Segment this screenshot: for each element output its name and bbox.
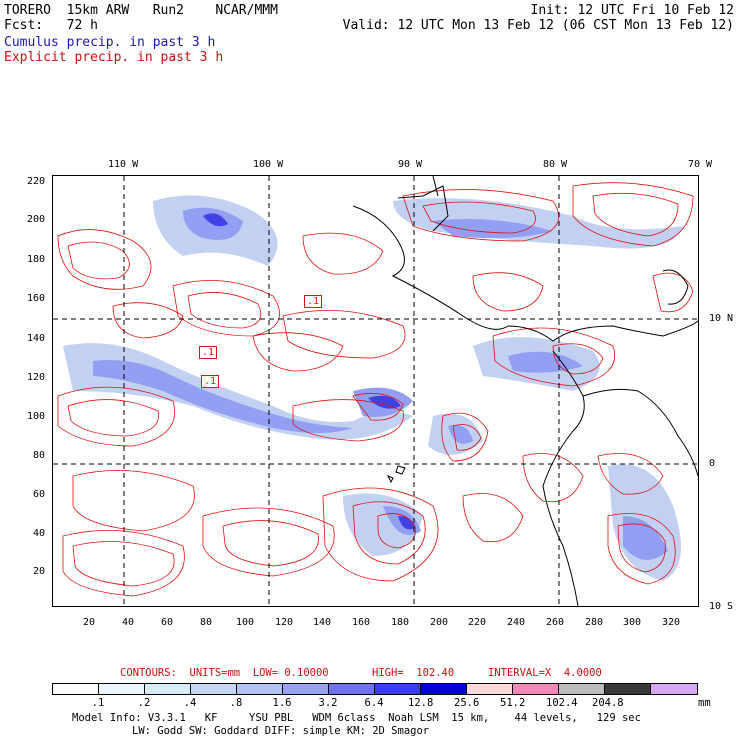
x-tick-label: 240 <box>507 617 526 628</box>
colorbar-label: .4 <box>183 697 197 709</box>
colorbar-swatch <box>651 684 697 694</box>
colorbar-label: 204.8 <box>592 697 624 709</box>
lat-label: 0 <box>709 458 716 469</box>
colorbar-label: 1.6 <box>272 697 292 709</box>
x-tick-label: 100 <box>236 617 255 628</box>
colorbar-label: .2 <box>137 697 151 709</box>
precip-core-caribbean <box>433 218 553 239</box>
colorbar-unit: mm <box>698 697 711 709</box>
y-tick-label: 80 <box>33 450 46 461</box>
contour-interval: INTERVAL=X 4.0000 <box>488 667 602 679</box>
contour-high: HIGH= 102.40 <box>372 667 455 679</box>
colorbar-swatch <box>421 684 467 694</box>
init-time: Init: 12 UTC Fri 10 Feb 12 <box>530 3 735 18</box>
precip-colorbar <box>52 683 698 695</box>
precip-cell-east-core <box>448 425 473 444</box>
x-tick-label: 200 <box>430 617 449 628</box>
contour-label-box: .1 <box>201 375 220 388</box>
precip-area-caribbean <box>393 198 683 249</box>
colorbar-swatch <box>99 684 145 694</box>
y-tick-label: 20 <box>33 566 46 577</box>
model-run-title: TORERO 15km ARW Run2 NCAR/MMM <box>4 3 278 18</box>
contour-label-box: .1 <box>199 346 218 359</box>
colorbar-label: .8 <box>229 697 243 709</box>
map-drawing <box>53 176 698 606</box>
precip-core-coast <box>508 351 583 373</box>
forecast-hour: Fcst: 72 h <box>4 18 98 33</box>
colorbar-swatch <box>237 684 283 694</box>
colorbar-swatch <box>191 684 237 694</box>
precip-shading <box>63 195 683 581</box>
y-tick-label: 60 <box>33 489 46 500</box>
y-tick-label: 120 <box>27 372 46 383</box>
precip-core-southeast <box>623 516 668 560</box>
lat-label: 10 S <box>709 601 734 612</box>
explicit-legend: Explicit precip. in past 3 h <box>4 50 224 65</box>
lon-label: 100 W <box>253 159 284 170</box>
colorbar-label: 3.2 <box>318 697 338 709</box>
y-tick-label: 100 <box>27 411 46 422</box>
valid-time: Valid: 12 UTC Mon 13 Feb 12 (06 CST Mon … <box>342 18 734 33</box>
y-tick-label: 160 <box>27 293 46 304</box>
x-tick-label: 280 <box>585 617 604 628</box>
model-physics: LW: Godd SW: Goddard DIFF: simple KM: 2D… <box>132 725 430 737</box>
contour-units: CONTOURS: UNITS=mm LOW= 0.10000 <box>120 667 329 679</box>
x-tick-label: 160 <box>352 617 371 628</box>
colorbar-swatch <box>145 684 191 694</box>
y-tick-label: 40 <box>33 528 46 539</box>
colorbar-label: 25.6 <box>454 697 480 709</box>
lon-label: 80 W <box>543 159 568 170</box>
colorbar-swatch <box>329 684 375 694</box>
colorbar-swatch <box>375 684 421 694</box>
precip-area-south <box>343 493 423 556</box>
model-info: Model Info: V3.3.1 KF YSU PBL WDM 6class… <box>72 712 641 724</box>
colorbar-swatch <box>605 684 651 694</box>
y-tick-label: 200 <box>27 214 46 225</box>
y-tick-label: 140 <box>27 333 46 344</box>
colorbar-label: .1 <box>91 697 105 709</box>
precip-center-north <box>203 213 228 227</box>
x-tick-label: 300 <box>623 617 642 628</box>
colorbar-swatch <box>559 684 605 694</box>
x-tick-label: 20 <box>83 617 96 628</box>
colorbar-label: 51.2 <box>500 697 526 709</box>
lon-label: 110 W <box>108 159 139 170</box>
colorbar-swatch <box>53 684 99 694</box>
precip-band-core <box>93 360 353 433</box>
x-tick-label: 260 <box>546 617 565 628</box>
lon-label: 70 W <box>688 159 713 170</box>
x-tick-label: 80 <box>200 617 213 628</box>
x-tick-label: 180 <box>391 617 410 628</box>
x-tick-label: 40 <box>122 617 135 628</box>
colorbar-swatch <box>513 684 559 694</box>
colorbar-swatch <box>283 684 329 694</box>
precip-map: .1 .1 .1 <box>52 175 699 607</box>
x-tick-label: 220 <box>468 617 487 628</box>
x-tick-label: 120 <box>275 617 294 628</box>
x-tick-label: 140 <box>313 617 332 628</box>
coastline <box>352 176 698 606</box>
y-tick-label: 220 <box>27 176 46 187</box>
precip-cell-center-core <box>368 395 401 409</box>
x-tick-label: 320 <box>662 617 681 628</box>
colorbar-swatch <box>467 684 513 694</box>
precip-center-south <box>398 516 415 530</box>
colorbar-label: 102.4 <box>546 697 578 709</box>
y-tick-label: 180 <box>27 254 46 265</box>
contour-label-box: .1 <box>304 295 323 308</box>
x-tick-label: 60 <box>161 617 174 628</box>
lat-label: 10 N <box>709 313 734 324</box>
cumulus-legend: Cumulus precip. in past 3 h <box>4 35 216 50</box>
colorbar-label: 6.4 <box>364 697 384 709</box>
colorbar-label: 12.8 <box>408 697 434 709</box>
lon-label: 90 W <box>398 159 423 170</box>
